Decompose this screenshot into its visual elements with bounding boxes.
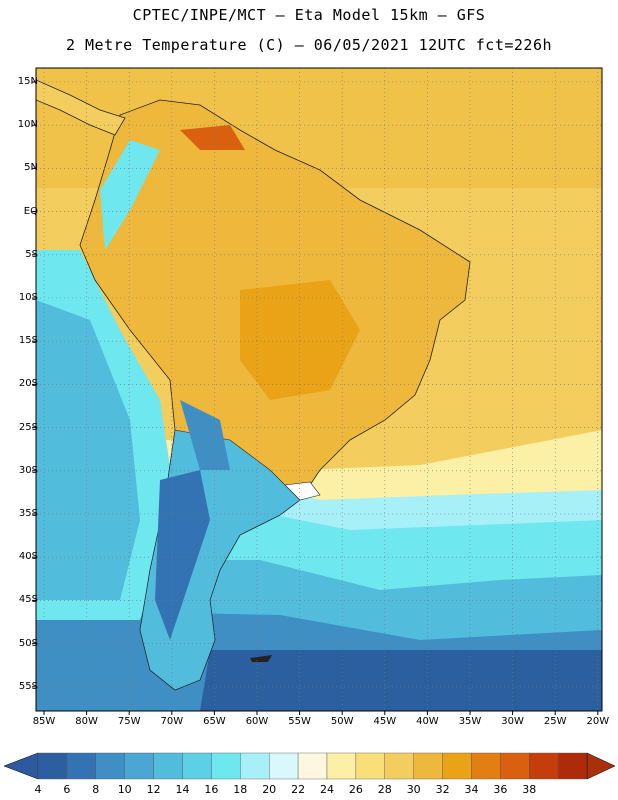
lat-label: 55S <box>18 680 38 692</box>
colorbar-tick-label: 14 <box>175 783 190 796</box>
lat-label: 45S <box>18 594 38 606</box>
colorbar-tick-label: 24 <box>320 783 334 796</box>
lon-label: 40W <box>416 716 439 727</box>
colorbar-swatch <box>529 752 559 780</box>
falkland-islands <box>250 655 272 662</box>
colorbar-swatch <box>442 752 472 780</box>
lon-label: 80W <box>75 716 98 727</box>
pacific-teal-field <box>36 300 140 600</box>
colorbar-tick-label: 32 <box>435 783 450 796</box>
lon-label: 45W <box>373 716 397 727</box>
lon-label: 30W <box>501 716 524 727</box>
lat-label: 5N <box>24 162 38 174</box>
colorbar-arrow-low <box>3 752 39 780</box>
colorbar-swatch <box>413 752 443 780</box>
colorbar-tick-label: 6 <box>63 783 71 796</box>
lat-label: 30S <box>18 464 38 476</box>
colorbar-swatch <box>558 752 588 780</box>
altiplano-cold-zone <box>180 400 230 470</box>
colorbar-swatch <box>37 752 68 780</box>
map-frame <box>35 67 603 712</box>
colorbar-tick-label: 30 <box>406 783 421 796</box>
northern-andes-cool <box>100 140 160 250</box>
plata-estuary <box>284 481 321 501</box>
lon-label: 55W <box>288 716 311 727</box>
lon-label: 25W <box>543 716 567 727</box>
colorbar-swatch <box>269 752 299 780</box>
venezuela-hot-spot <box>180 125 245 150</box>
colorbar-swatch <box>471 752 501 780</box>
andes-cold-zone <box>155 470 210 640</box>
lat-label: 50S <box>18 637 38 649</box>
colorbar-tick-label: 36 <box>493 783 508 796</box>
colorbar-tick-label: 8 <box>92 783 100 796</box>
colorbar-tick-label: 18 <box>233 783 248 796</box>
lon-label: 85W <box>32 716 56 727</box>
colorbar-tick-label: 16 <box>204 783 219 796</box>
colorbar-tick-label: 28 <box>377 783 392 796</box>
lat-label: EQ <box>23 205 38 217</box>
colorbar-swatch <box>384 752 414 780</box>
colorbar-tick-label: 38 <box>522 783 537 796</box>
lat-label: 10S <box>18 292 38 303</box>
colorbar-swatch <box>124 752 154 780</box>
lon-label: 65W <box>203 716 226 727</box>
colorbar <box>3 752 616 780</box>
lat-label: 15N <box>17 76 38 87</box>
colorbar-tick-label: 20 <box>262 783 277 796</box>
colorbar-swatch <box>182 752 212 780</box>
lat-label: 10N <box>17 119 38 131</box>
colorbar-tick-label: 12 <box>146 783 161 796</box>
colorbar-swatch <box>66 752 97 780</box>
lon-label: 70W <box>160 716 184 727</box>
colorbar-tick-label: 4 <box>34 783 42 796</box>
colorbar-swatch <box>297 752 328 780</box>
lat-label: 20S <box>18 378 38 390</box>
colorbar-swatch <box>240 752 270 780</box>
deep-blue-ocean-band <box>200 650 602 711</box>
central-hot-zone <box>240 280 360 400</box>
colorbar-tick-label: 10 <box>117 783 132 796</box>
colorbar-swatch <box>326 752 357 780</box>
colorbar-swatch <box>355 752 385 780</box>
lat-label: 40S <box>18 551 38 563</box>
lat-label: 35S <box>18 508 38 519</box>
lat-label: 5S <box>25 248 38 260</box>
lon-label: 75W <box>117 716 141 727</box>
colorbar-swatch <box>153 752 183 780</box>
lat-label: 15S <box>18 335 38 347</box>
colorbar-swatch <box>500 752 530 780</box>
lon-label: 50W <box>330 716 354 727</box>
map-title-line2: 2 Metre Temperature (C) – 06/05/2021 12U… <box>65 36 553 54</box>
lon-label: 35W <box>458 716 482 727</box>
colorbar-tick-label: 26 <box>348 783 363 796</box>
lon-label: 20W <box>586 716 610 727</box>
lon-label: 60W <box>245 716 269 727</box>
colorbar-tick-label: 34 <box>464 783 479 796</box>
central-america <box>36 79 126 136</box>
colorbar-swatch <box>95 752 125 780</box>
map-title-line1: CPTEC/INPE/MCT – Eta Model 15km – GFS <box>132 6 486 24</box>
colorbar-swatch <box>211 752 241 780</box>
colorbar-arrow-high <box>586 752 616 780</box>
map-ticks <box>32 81 599 715</box>
lat-label: 25S <box>18 421 38 433</box>
colorbar-tick-label: 22 <box>291 783 306 796</box>
